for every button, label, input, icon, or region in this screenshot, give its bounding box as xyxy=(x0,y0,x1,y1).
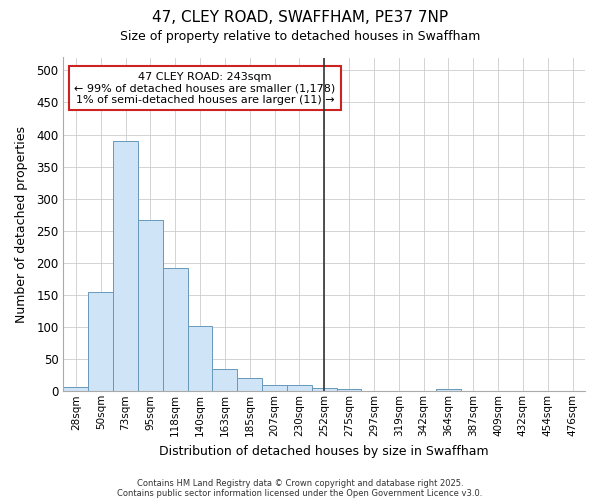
Bar xyxy=(138,220,163,392)
Bar xyxy=(436,388,461,392)
Bar xyxy=(113,141,138,392)
Bar xyxy=(163,268,188,392)
Bar xyxy=(287,386,312,392)
Bar xyxy=(64,388,88,392)
Text: 47 CLEY ROAD: 243sqm
← 99% of detached houses are smaller (1,178)
1% of semi-det: 47 CLEY ROAD: 243sqm ← 99% of detached h… xyxy=(74,72,335,105)
Bar xyxy=(188,326,212,392)
Bar xyxy=(237,378,262,392)
Bar xyxy=(212,369,237,392)
Bar xyxy=(88,292,113,392)
Bar xyxy=(262,385,287,392)
Text: Contains HM Land Registry data © Crown copyright and database right 2025.: Contains HM Land Registry data © Crown c… xyxy=(137,478,463,488)
Bar xyxy=(337,390,361,392)
Bar xyxy=(312,388,337,392)
Y-axis label: Number of detached properties: Number of detached properties xyxy=(15,126,28,323)
X-axis label: Distribution of detached houses by size in Swaffham: Distribution of detached houses by size … xyxy=(160,444,489,458)
Text: 47, CLEY ROAD, SWAFFHAM, PE37 7NP: 47, CLEY ROAD, SWAFFHAM, PE37 7NP xyxy=(152,10,448,25)
Text: Contains public sector information licensed under the Open Government Licence v3: Contains public sector information licen… xyxy=(118,488,482,498)
Text: Size of property relative to detached houses in Swaffham: Size of property relative to detached ho… xyxy=(120,30,480,43)
